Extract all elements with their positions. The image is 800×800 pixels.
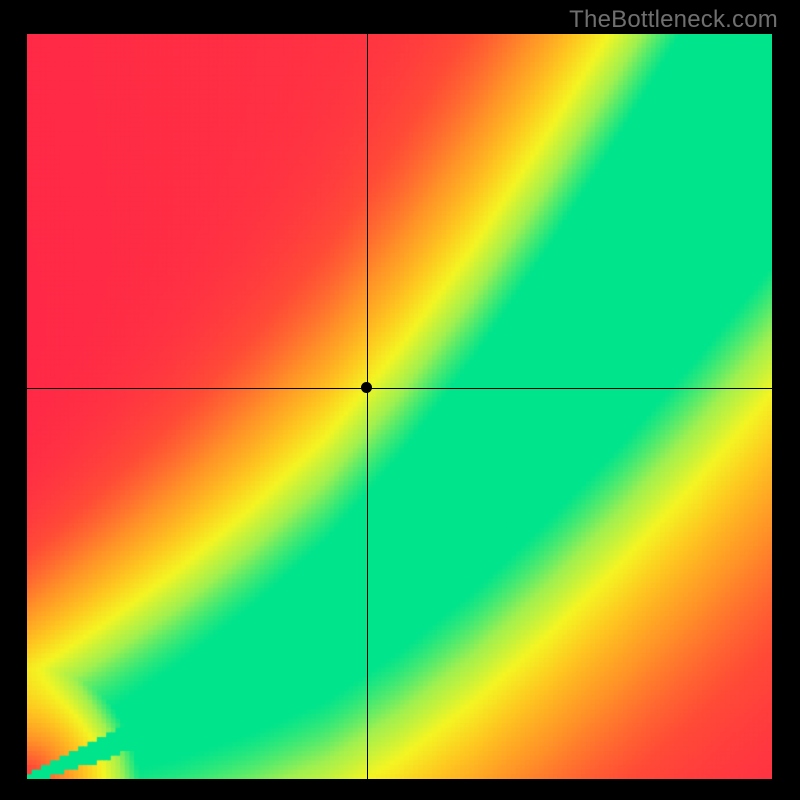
crosshair-vertical [367, 34, 368, 779]
heatmap-canvas [27, 34, 772, 779]
heatmap-plot [27, 34, 772, 779]
watermark-text: TheBottleneck.com [569, 6, 778, 34]
chart-container: TheBottleneck.com [0, 0, 800, 800]
crosshair-horizontal [27, 388, 772, 389]
